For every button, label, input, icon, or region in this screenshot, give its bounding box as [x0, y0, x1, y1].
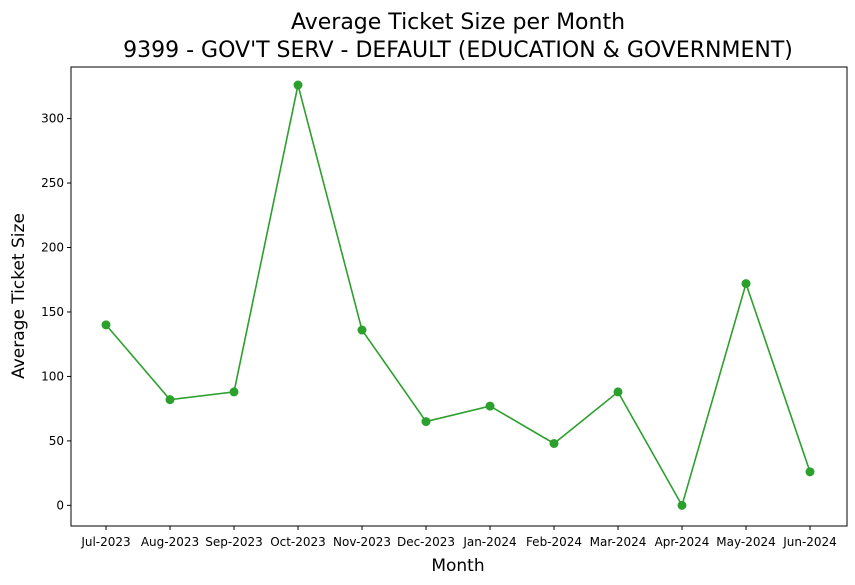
series-line — [105, 84, 811, 508]
plot-frame — [70, 66, 848, 527]
x-tick-label: Jun-2024 — [782, 535, 837, 549]
x-tick-label: Aug-2023 — [141, 535, 199, 549]
data-point — [741, 279, 751, 289]
y-tick-label: 250 — [41, 176, 64, 190]
y-tick-label: 100 — [41, 369, 64, 383]
x-tick-label: Feb-2024 — [526, 535, 582, 549]
y-tick-label: 50 — [49, 434, 64, 448]
y-axis-label: Average Ticket Size — [9, 213, 29, 379]
x-axis-ticks: Jul-2023 Aug-2023 Sep-2023 Oct-2023 Nov-2023… — [80, 526, 837, 549]
x-tick-label: Nov-2023 — [333, 535, 391, 549]
x-tick-label: May-2024 — [716, 535, 775, 549]
data-point — [677, 500, 687, 510]
y-tick-label: 300 — [41, 112, 64, 126]
data-point — [293, 80, 303, 90]
x-tick-label: Apr-2024 — [655, 535, 710, 549]
data-point — [101, 320, 111, 330]
data-point — [229, 387, 239, 397]
data-point — [613, 387, 623, 397]
x-tick-label: Jul-2023 — [80, 535, 130, 549]
chart-title: Average Ticket Size per Month — [291, 10, 625, 35]
data-point — [165, 395, 175, 405]
x-tick-label: Dec-2023 — [397, 535, 455, 549]
x-axis-label: Month — [431, 556, 484, 576]
data-point — [805, 467, 815, 477]
chart-subtitle: 9399 - GOV'T SERV - DEFAULT (EDUCATION &… — [123, 38, 793, 63]
x-tick-label: Mar-2024 — [590, 535, 647, 549]
data-point — [357, 325, 367, 335]
y-tick-label: 150 — [41, 305, 64, 319]
data-point — [549, 438, 559, 448]
x-tick-label: Sep-2023 — [205, 535, 263, 549]
y-tick-label: 0 — [56, 498, 64, 512]
y-tick-label: 200 — [41, 241, 64, 255]
series-layer — [101, 80, 815, 510]
data-point — [485, 401, 495, 411]
x-tick-label: Jan-2024 — [462, 535, 516, 549]
x-tick-label: Oct-2023 — [270, 535, 326, 549]
data-point — [421, 417, 431, 427]
y-axis-ticks: 0 50 100 150 200 250 300 — [41, 112, 71, 512]
